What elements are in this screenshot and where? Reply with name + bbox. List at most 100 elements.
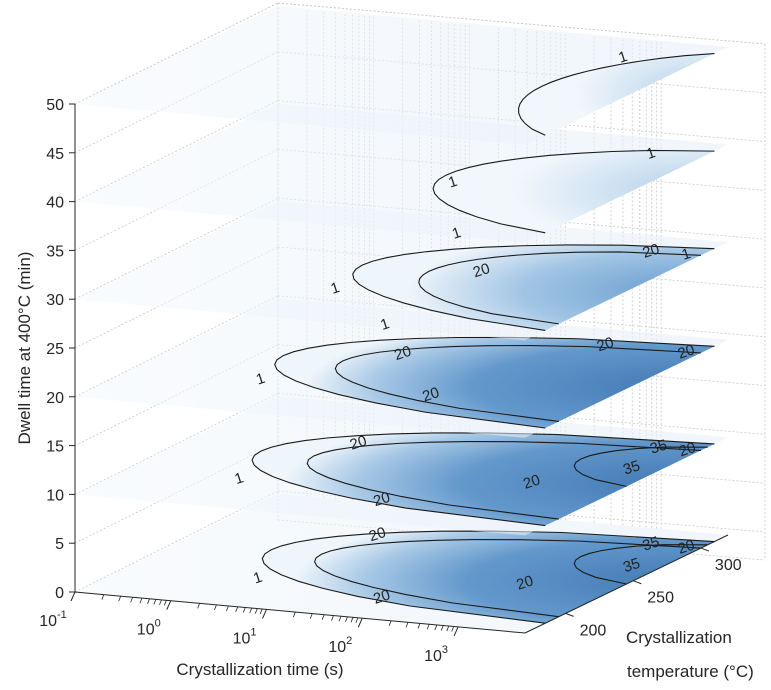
x-minor-tick [331, 615, 334, 621]
contour-line-1 [517, 52, 715, 136]
contour-label-10: 20 [521, 471, 542, 492]
x-minor-tick [164, 600, 167, 606]
x-tick-mark [357, 617, 363, 628]
y-tick-mark [700, 547, 710, 552]
x-minor-tick [159, 599, 162, 606]
contour-line-1 [251, 432, 715, 527]
contour-line-20 [334, 344, 701, 423]
x-minor-tick [249, 607, 253, 614]
x-minor-tick [338, 616, 342, 622]
x-minor-tick [309, 613, 313, 619]
y-tick-label: 300 [715, 557, 742, 574]
z-tick-label: 45 [46, 146, 64, 163]
z-tick-label: 20 [46, 390, 64, 407]
x-tick-label: 103 [424, 644, 448, 665]
contour-label-0: 20 [371, 586, 392, 607]
x-axis-ticks: 10-1 100 101 102 103 [39, 591, 459, 665]
y-axis-ticks: 200 250 300 [565, 547, 742, 639]
contour-label-30: 20 [471, 260, 492, 281]
contour-label-0: 20 [367, 524, 388, 545]
x-minor-tick [254, 608, 258, 614]
x-minor-tick [321, 614, 325, 620]
z-tick-label: 25 [46, 341, 64, 358]
z-axis-ticks: 0 5 10 15 20 25 30 35 40 45 50 [46, 97, 75, 602]
y-axis-title: Crystallization temperature (°C) [626, 628, 754, 681]
x-minor-tick [345, 616, 348, 622]
x-minor-tick [259, 608, 263, 615]
y-tick-label: 200 [580, 622, 607, 639]
contour-slices [75, 6, 728, 633]
slice-lobe [262, 531, 715, 624]
slice-0 [75, 494, 728, 633]
slice-30 [75, 201, 728, 341]
slice-lobe [518, 53, 715, 136]
x-axis-title: Crystallization time (s) [176, 660, 343, 679]
grid-z-line [277, 2, 766, 45]
contour-label-0: 35 [621, 555, 642, 576]
x-minor-tick [388, 620, 392, 626]
z-tick-label: 50 [46, 97, 64, 114]
x-minor-tick [130, 597, 134, 603]
x-minor-tick [197, 603, 200, 609]
x-minor-tick [434, 624, 438, 631]
y-axis-title-line2: temperature (°C) [627, 662, 754, 681]
contour-line-20 [418, 251, 701, 325]
slice-lobe [252, 432, 715, 526]
slice-50 [75, 6, 728, 145]
x-tick-mark [166, 600, 172, 610]
x-tick-mark [70, 591, 76, 602]
x-minor-tick [242, 607, 246, 613]
x-minor-tick [355, 617, 359, 623]
slice-10 [75, 396, 728, 536]
contour-label-10: 20 [348, 432, 369, 453]
z-tick-label: 10 [46, 487, 64, 504]
slice-lobe [274, 337, 715, 428]
x-tick-label: 100 [137, 618, 161, 639]
contour-label-0: 35 [640, 533, 661, 554]
x-minor-tick [426, 624, 430, 630]
x-minor-tick [118, 596, 122, 602]
contour-label-0: 20 [514, 572, 535, 593]
x-minor-tick [153, 599, 157, 605]
x-minor-tick [139, 597, 143, 604]
x-minor-tick [350, 617, 354, 623]
contour-line-1 [352, 244, 715, 331]
slice-40 [75, 103, 728, 243]
x-tick-label: 10-1 [39, 609, 67, 630]
contour-line-1 [432, 149, 715, 234]
contour-line-20 [313, 539, 701, 618]
contour-line-1 [274, 336, 715, 429]
contour-line-35 [573, 544, 708, 585]
contour-label-20: 20 [676, 341, 697, 362]
x-minor-tick [214, 604, 217, 611]
z-tick-label: 15 [46, 439, 64, 456]
contour-line-1 [261, 530, 715, 624]
x-minor-tick [235, 606, 239, 612]
contour-line-20 [306, 440, 701, 520]
x-minor-tick [446, 625, 450, 632]
contour-label-10: 20 [677, 439, 698, 460]
contour-label-10: 35 [648, 436, 669, 457]
contour-label-10: 20 [371, 489, 392, 510]
x-tick-label: 101 [233, 626, 257, 647]
z-tick-label: 5 [55, 536, 64, 553]
slice-20 [75, 298, 728, 438]
x-tick-label: 102 [328, 635, 352, 656]
contour-label-20: 20 [420, 384, 441, 405]
x-minor-tick [101, 594, 105, 600]
contour-label-30: 20 [640, 241, 661, 262]
y-tick-label: 250 [647, 590, 674, 607]
grid-z-line [74, 2, 279, 105]
contour-line-35 [573, 446, 708, 487]
slice-lobe [433, 150, 715, 233]
z-tick-label: 40 [46, 195, 64, 212]
x-minor-tick [405, 622, 409, 628]
y-tick-mark [565, 612, 574, 617]
x-tick-mark [453, 626, 459, 637]
z-tick-label: 35 [46, 243, 64, 260]
z-axis-title: Dwell time at 400°C (min) [15, 252, 34, 445]
y-tick-mark [633, 580, 642, 585]
